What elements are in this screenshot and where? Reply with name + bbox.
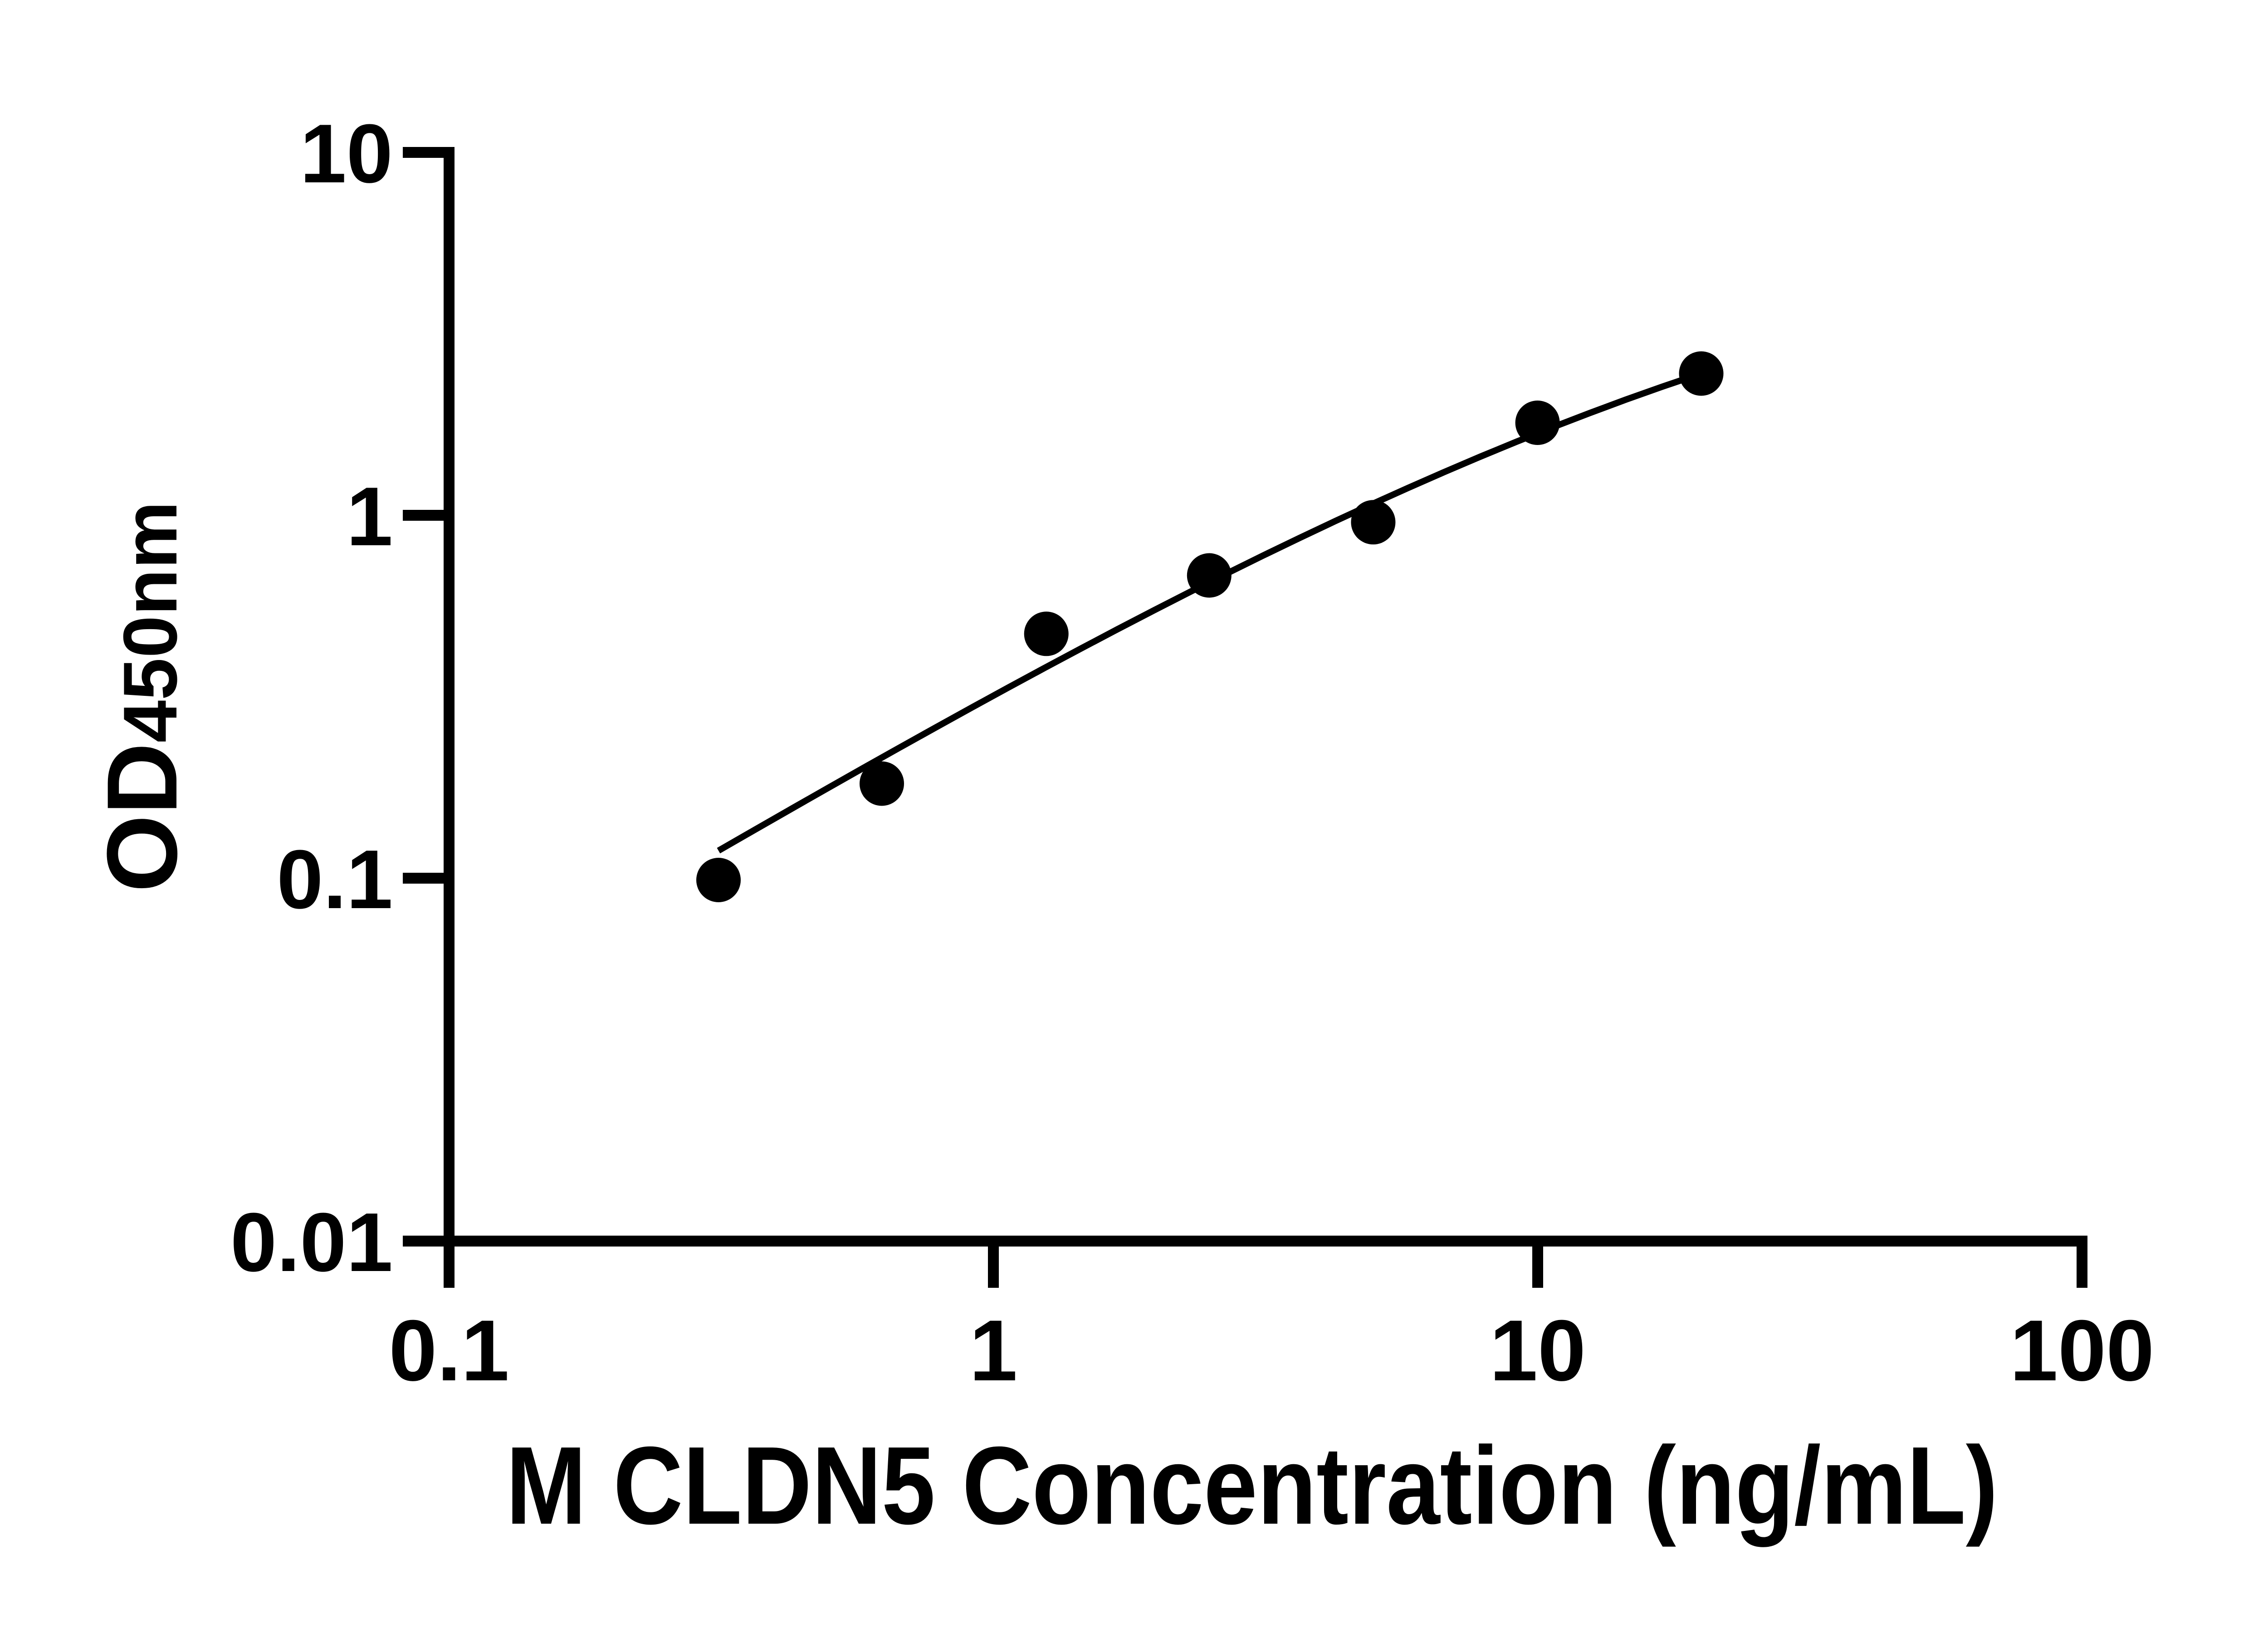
svg-text:0.01: 0.01: [230, 1195, 393, 1289]
svg-text:M CLDN5 Concentration (ng/mL): M CLDN5 Concentration (ng/mL): [506, 1423, 1998, 1547]
svg-text:0.1: 0.1: [389, 1302, 509, 1399]
svg-text:0.1: 0.1: [277, 832, 393, 926]
svg-text:10: 10: [1490, 1302, 1586, 1399]
svg-text:1: 1: [347, 469, 393, 563]
svg-text:100: 100: [2010, 1302, 2155, 1399]
svg-text:1: 1: [969, 1302, 1017, 1399]
svg-text:10: 10: [300, 107, 393, 200]
